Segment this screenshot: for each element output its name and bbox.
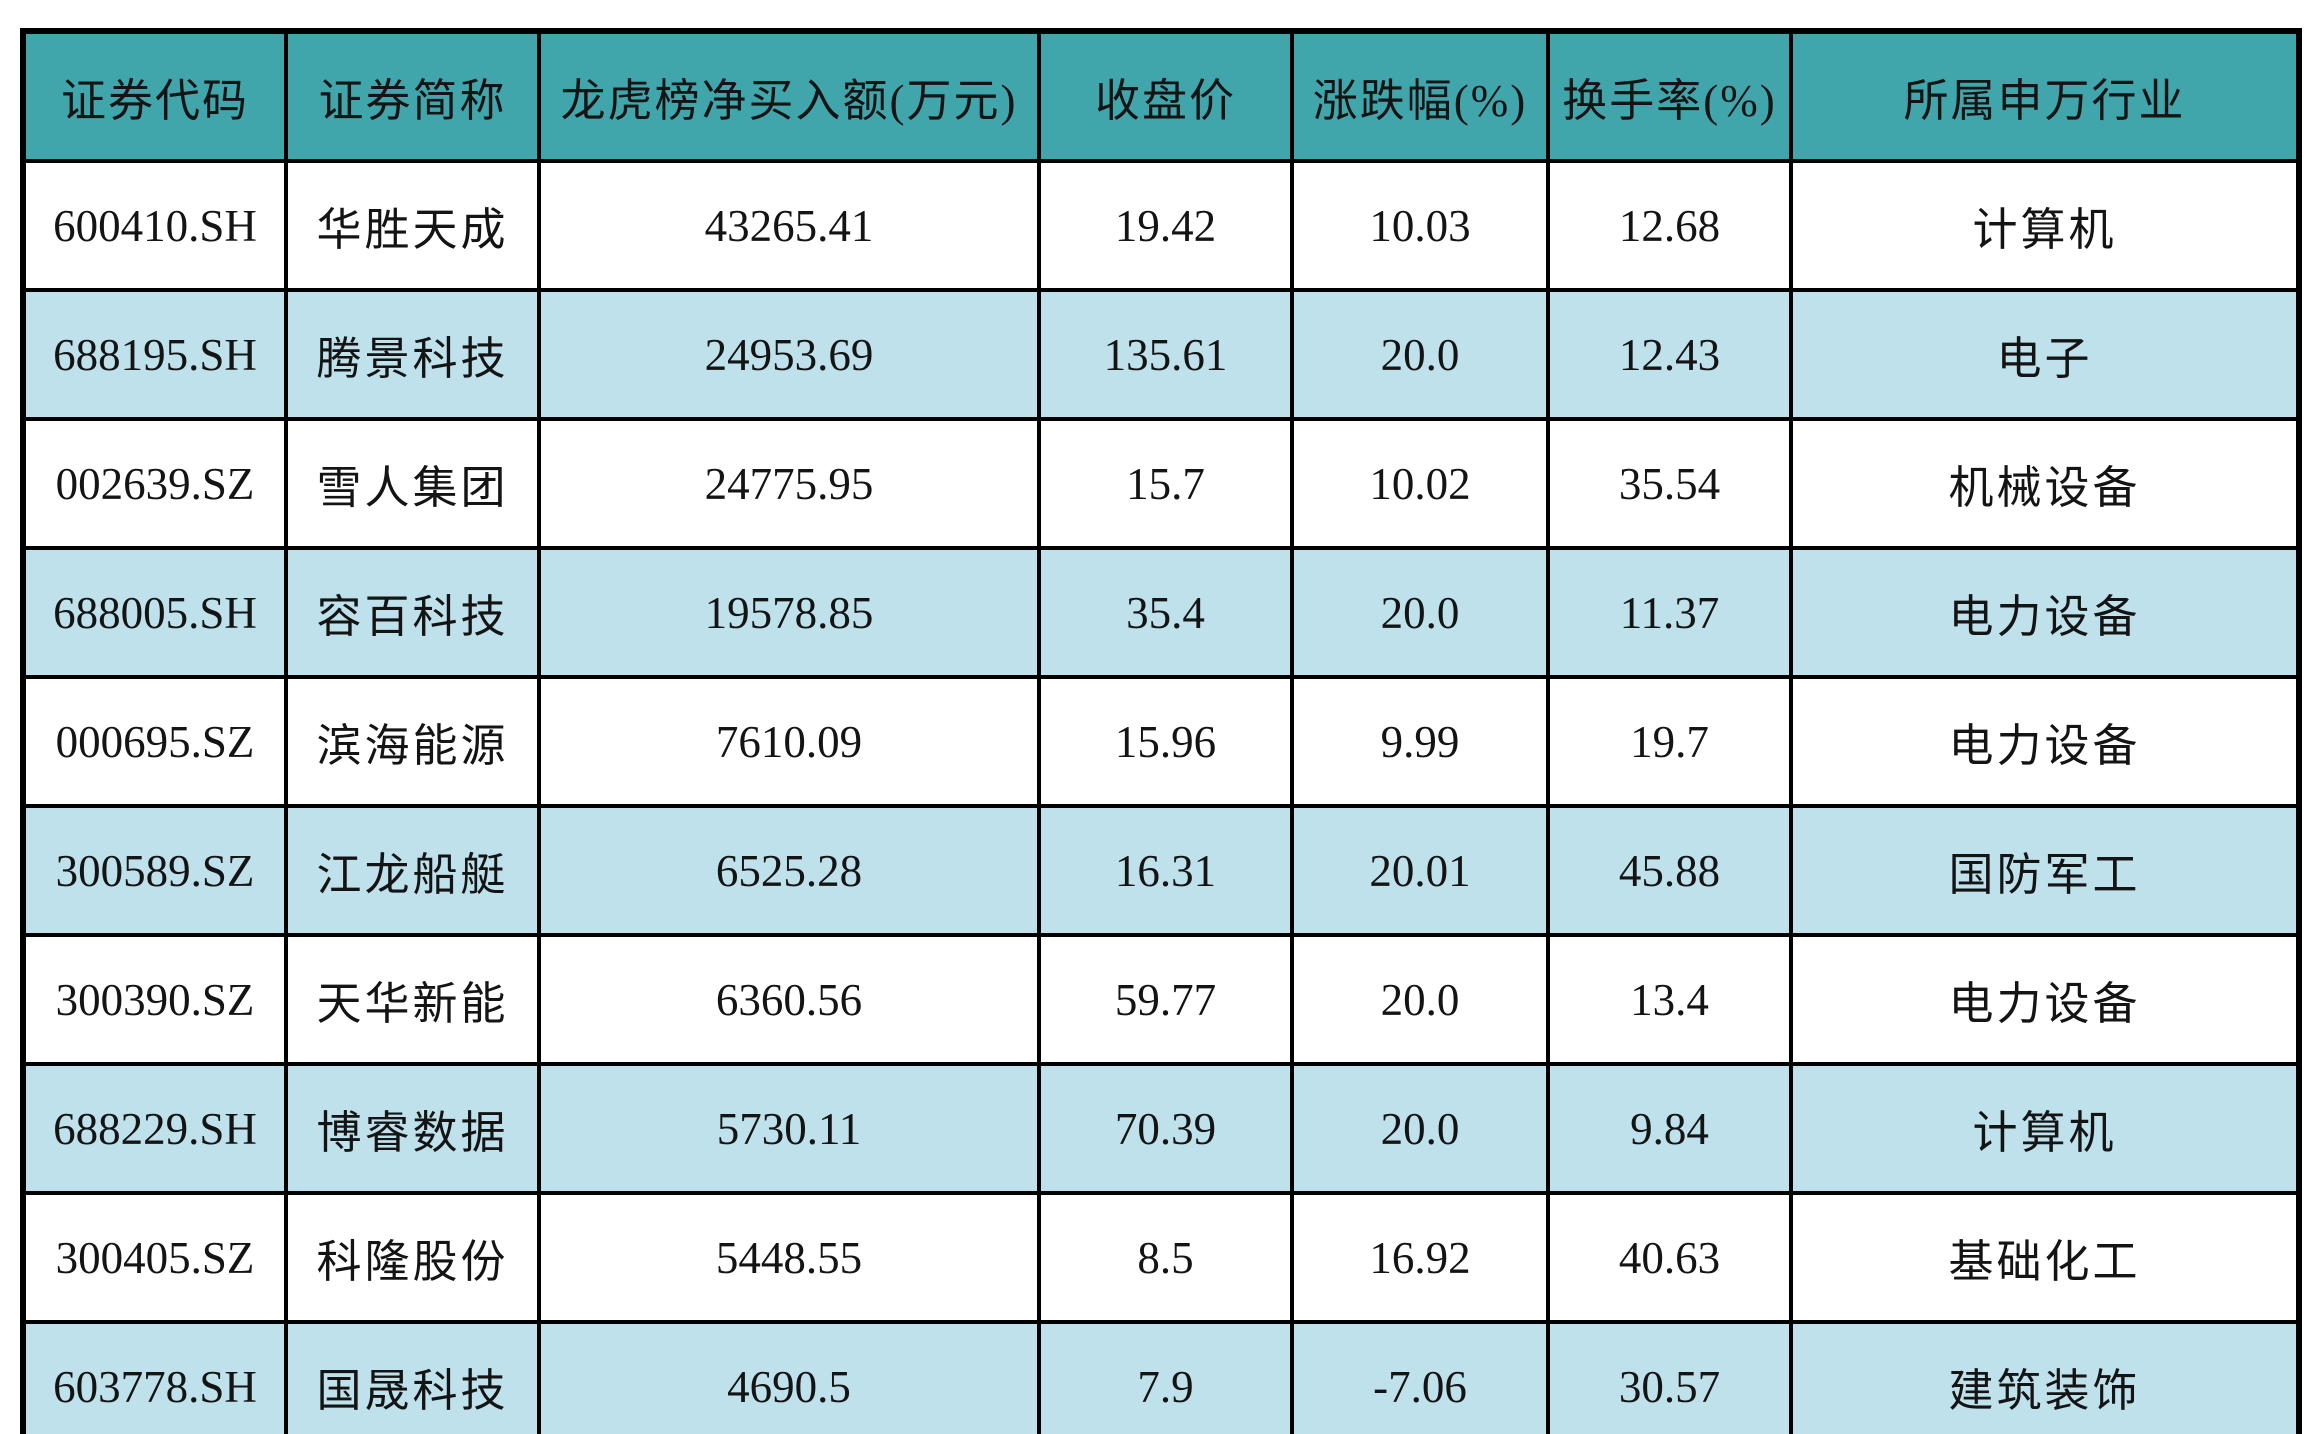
cell-name: 华胜天成	[284, 159, 541, 292]
cell-change: 9.99	[1290, 675, 1550, 808]
cell-net-buy: 5730.11	[537, 1062, 1041, 1195]
cell-close: 8.5	[1037, 1191, 1294, 1324]
cell-change: 10.02	[1290, 417, 1550, 550]
col-header-code: 证券代码	[21, 29, 288, 163]
cell-code: 300589.SZ	[21, 804, 288, 937]
cell-code: 688195.SH	[21, 288, 288, 421]
cell-industry: 电力设备	[1789, 933, 2301, 1066]
cell-name: 腾景科技	[284, 288, 541, 421]
cell-code: 002639.SZ	[21, 417, 288, 550]
table-row: 688229.SH 博睿数据 5730.11 70.39 20.0 9.84 计…	[21, 1062, 2301, 1195]
cell-turnover: 11.37	[1546, 546, 1793, 679]
cell-close: 59.77	[1037, 933, 1294, 1066]
cell-close: 7.9	[1037, 1320, 1294, 1434]
cell-net-buy: 43265.41	[537, 159, 1041, 292]
cell-industry: 建筑装饰	[1789, 1320, 2301, 1434]
cell-close: 70.39	[1037, 1062, 1294, 1195]
cell-turnover: 9.84	[1546, 1062, 1793, 1195]
cell-change: 20.01	[1290, 804, 1550, 937]
cell-name: 容百科技	[284, 546, 541, 679]
header-row: 证券代码 证券简称 龙虎榜净买入额(万元) 收盘价 涨跌幅(%) 换手率(%) …	[21, 29, 2301, 163]
cell-turnover: 19.7	[1546, 675, 1793, 808]
cell-change: -7.06	[1290, 1320, 1550, 1434]
dragon-tiger-table: 证券代码 证券简称 龙虎榜净买入额(万元) 收盘价 涨跌幅(%) 换手率(%) …	[20, 28, 2302, 1434]
table-row: 688195.SH 腾景科技 24953.69 135.61 20.0 12.4…	[21, 288, 2301, 421]
cell-net-buy: 5448.55	[537, 1191, 1041, 1324]
cell-close: 135.61	[1037, 288, 1294, 421]
cell-code: 000695.SZ	[21, 675, 288, 808]
cell-industry: 电力设备	[1789, 546, 2301, 679]
cell-net-buy: 4690.5	[537, 1320, 1041, 1434]
col-header-net-buy: 龙虎榜净买入额(万元)	[537, 29, 1041, 163]
table-row: 600410.SH 华胜天成 43265.41 19.42 10.03 12.6…	[21, 159, 2301, 292]
cell-close: 16.31	[1037, 804, 1294, 937]
cell-code: 300405.SZ	[21, 1191, 288, 1324]
cell-name: 科隆股份	[284, 1191, 541, 1324]
col-header-close: 收盘价	[1037, 29, 1294, 163]
cell-turnover: 35.54	[1546, 417, 1793, 550]
cell-turnover: 12.68	[1546, 159, 1793, 292]
table-row: 300390.SZ 天华新能 6360.56 59.77 20.0 13.4 电…	[21, 933, 2301, 1066]
cell-industry: 基础化工	[1789, 1191, 2301, 1324]
cell-code: 603778.SH	[21, 1320, 288, 1434]
cell-code: 688229.SH	[21, 1062, 288, 1195]
cell-net-buy: 6525.28	[537, 804, 1041, 937]
cell-name: 滨海能源	[284, 675, 541, 808]
table-row: 603778.SH 国晟科技 4690.5 7.9 -7.06 30.57 建筑…	[21, 1320, 2301, 1434]
cell-name: 江龙船艇	[284, 804, 541, 937]
cell-turnover: 30.57	[1546, 1320, 1793, 1434]
cell-net-buy: 7610.09	[537, 675, 1041, 808]
cell-net-buy: 19578.85	[537, 546, 1041, 679]
cell-close: 15.7	[1037, 417, 1294, 550]
cell-industry: 计算机	[1789, 159, 2301, 292]
table-row: 300589.SZ 江龙船艇 6525.28 16.31 20.01 45.88…	[21, 804, 2301, 937]
cell-net-buy: 24953.69	[537, 288, 1041, 421]
col-header-industry: 所属申万行业	[1789, 29, 2301, 163]
col-header-turnover: 换手率(%)	[1546, 29, 1793, 163]
cell-turnover: 12.43	[1546, 288, 1793, 421]
cell-close: 15.96	[1037, 675, 1294, 808]
cell-name: 博睿数据	[284, 1062, 541, 1195]
cell-industry: 电力设备	[1789, 675, 2301, 808]
table-row: 688005.SH 容百科技 19578.85 35.4 20.0 11.37 …	[21, 546, 2301, 679]
cell-code: 300390.SZ	[21, 933, 288, 1066]
col-header-change: 涨跌幅(%)	[1290, 29, 1550, 163]
cell-name: 雪人集团	[284, 417, 541, 550]
cell-change: 16.92	[1290, 1191, 1550, 1324]
cell-net-buy: 24775.95	[537, 417, 1041, 550]
cell-change: 20.0	[1290, 933, 1550, 1066]
cell-code: 600410.SH	[21, 159, 288, 292]
cell-turnover: 13.4	[1546, 933, 1793, 1066]
cell-code: 688005.SH	[21, 546, 288, 679]
table-row: 000695.SZ 滨海能源 7610.09 15.96 9.99 19.7 电…	[21, 675, 2301, 808]
cell-close: 35.4	[1037, 546, 1294, 679]
table-row: 300405.SZ 科隆股份 5448.55 8.5 16.92 40.63 基…	[21, 1191, 2301, 1324]
cell-industry: 国防军工	[1789, 804, 2301, 937]
cell-close: 19.42	[1037, 159, 1294, 292]
cell-industry: 机械设备	[1789, 417, 2301, 550]
cell-industry: 电子	[1789, 288, 2301, 421]
cell-name: 天华新能	[284, 933, 541, 1066]
col-header-name: 证券简称	[284, 29, 541, 163]
cell-industry: 计算机	[1789, 1062, 2301, 1195]
cell-change: 20.0	[1290, 1062, 1550, 1195]
cell-turnover: 45.88	[1546, 804, 1793, 937]
cell-net-buy: 6360.56	[537, 933, 1041, 1066]
cell-change: 20.0	[1290, 546, 1550, 679]
table-row: 002639.SZ 雪人集团 24775.95 15.7 10.02 35.54…	[21, 417, 2301, 550]
cell-name: 国晟科技	[284, 1320, 541, 1434]
cell-turnover: 40.63	[1546, 1191, 1793, 1324]
cell-change: 10.03	[1290, 159, 1550, 292]
cell-change: 20.0	[1290, 288, 1550, 421]
